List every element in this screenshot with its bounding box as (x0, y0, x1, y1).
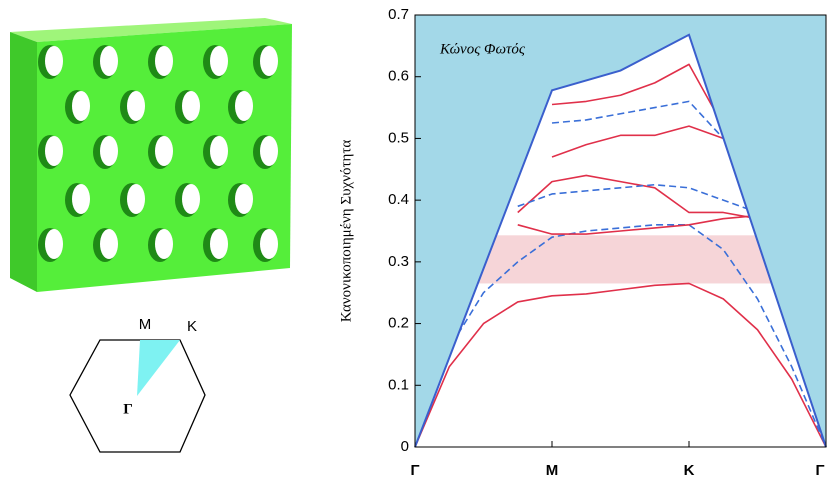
hole (260, 229, 278, 259)
band (517, 174, 758, 220)
slab-side (10, 32, 37, 292)
irreducible-zone (137, 340, 180, 396)
m-label: M (139, 316, 152, 333)
hole (45, 229, 63, 259)
hole (45, 46, 63, 76)
band (415, 282, 826, 448)
light-line (414, 33, 827, 448)
hole (210, 46, 228, 76)
holes (38, 45, 278, 262)
hole (260, 136, 278, 166)
y-tick-label: 0.6 (388, 68, 409, 85)
hole (155, 136, 173, 166)
y-tick-label: 0.3 (388, 253, 409, 270)
band (517, 214, 758, 235)
k-label: K (187, 318, 197, 335)
hole (100, 46, 118, 76)
hole (127, 91, 145, 121)
y-tick-label: 0.2 (388, 315, 409, 332)
hole (100, 136, 118, 166)
slab-top (10, 18, 292, 42)
slab-illustration (10, 18, 292, 292)
hole (45, 136, 63, 166)
hole (235, 91, 253, 121)
y-tick-label: 0.1 (388, 376, 409, 393)
y-tick-label: 0 (401, 438, 409, 455)
band (415, 224, 826, 448)
hole (260, 46, 278, 76)
gamma-label: Γ (123, 401, 133, 417)
x-tick-label: Γ (815, 462, 824, 479)
x-tick-label: K (684, 462, 695, 479)
hole (155, 46, 173, 76)
x-tick-label: Γ (410, 462, 419, 479)
y-tick-label: 0.5 (388, 129, 409, 146)
band (551, 125, 724, 158)
hole (127, 184, 145, 214)
hole (210, 136, 228, 166)
hole (235, 184, 253, 214)
hexagon (69, 339, 206, 453)
band (517, 183, 758, 214)
hole (210, 229, 228, 259)
hole (182, 184, 200, 214)
hole (182, 91, 200, 121)
band (551, 63, 724, 127)
y-tick-label: 0.4 (388, 191, 409, 208)
y-axis-label: Κανονικοποιημένη Συχνότητα (338, 140, 354, 323)
annotation: Κώνος Φωτός (439, 41, 526, 57)
x-tick-label: M (546, 462, 559, 479)
brillouin-zone: M K Γ (69, 316, 206, 453)
hole (100, 229, 118, 259)
plot: 0 0.1 0.2 0.3 0.4 0.5 0.6 0.7 Γ M K Γ (388, 6, 827, 479)
hole (72, 91, 90, 121)
plot-frame (414, 14, 827, 448)
hole (72, 184, 90, 214)
hole (155, 229, 173, 259)
band (551, 100, 724, 139)
y-tick-label: 0.7 (388, 6, 409, 23)
